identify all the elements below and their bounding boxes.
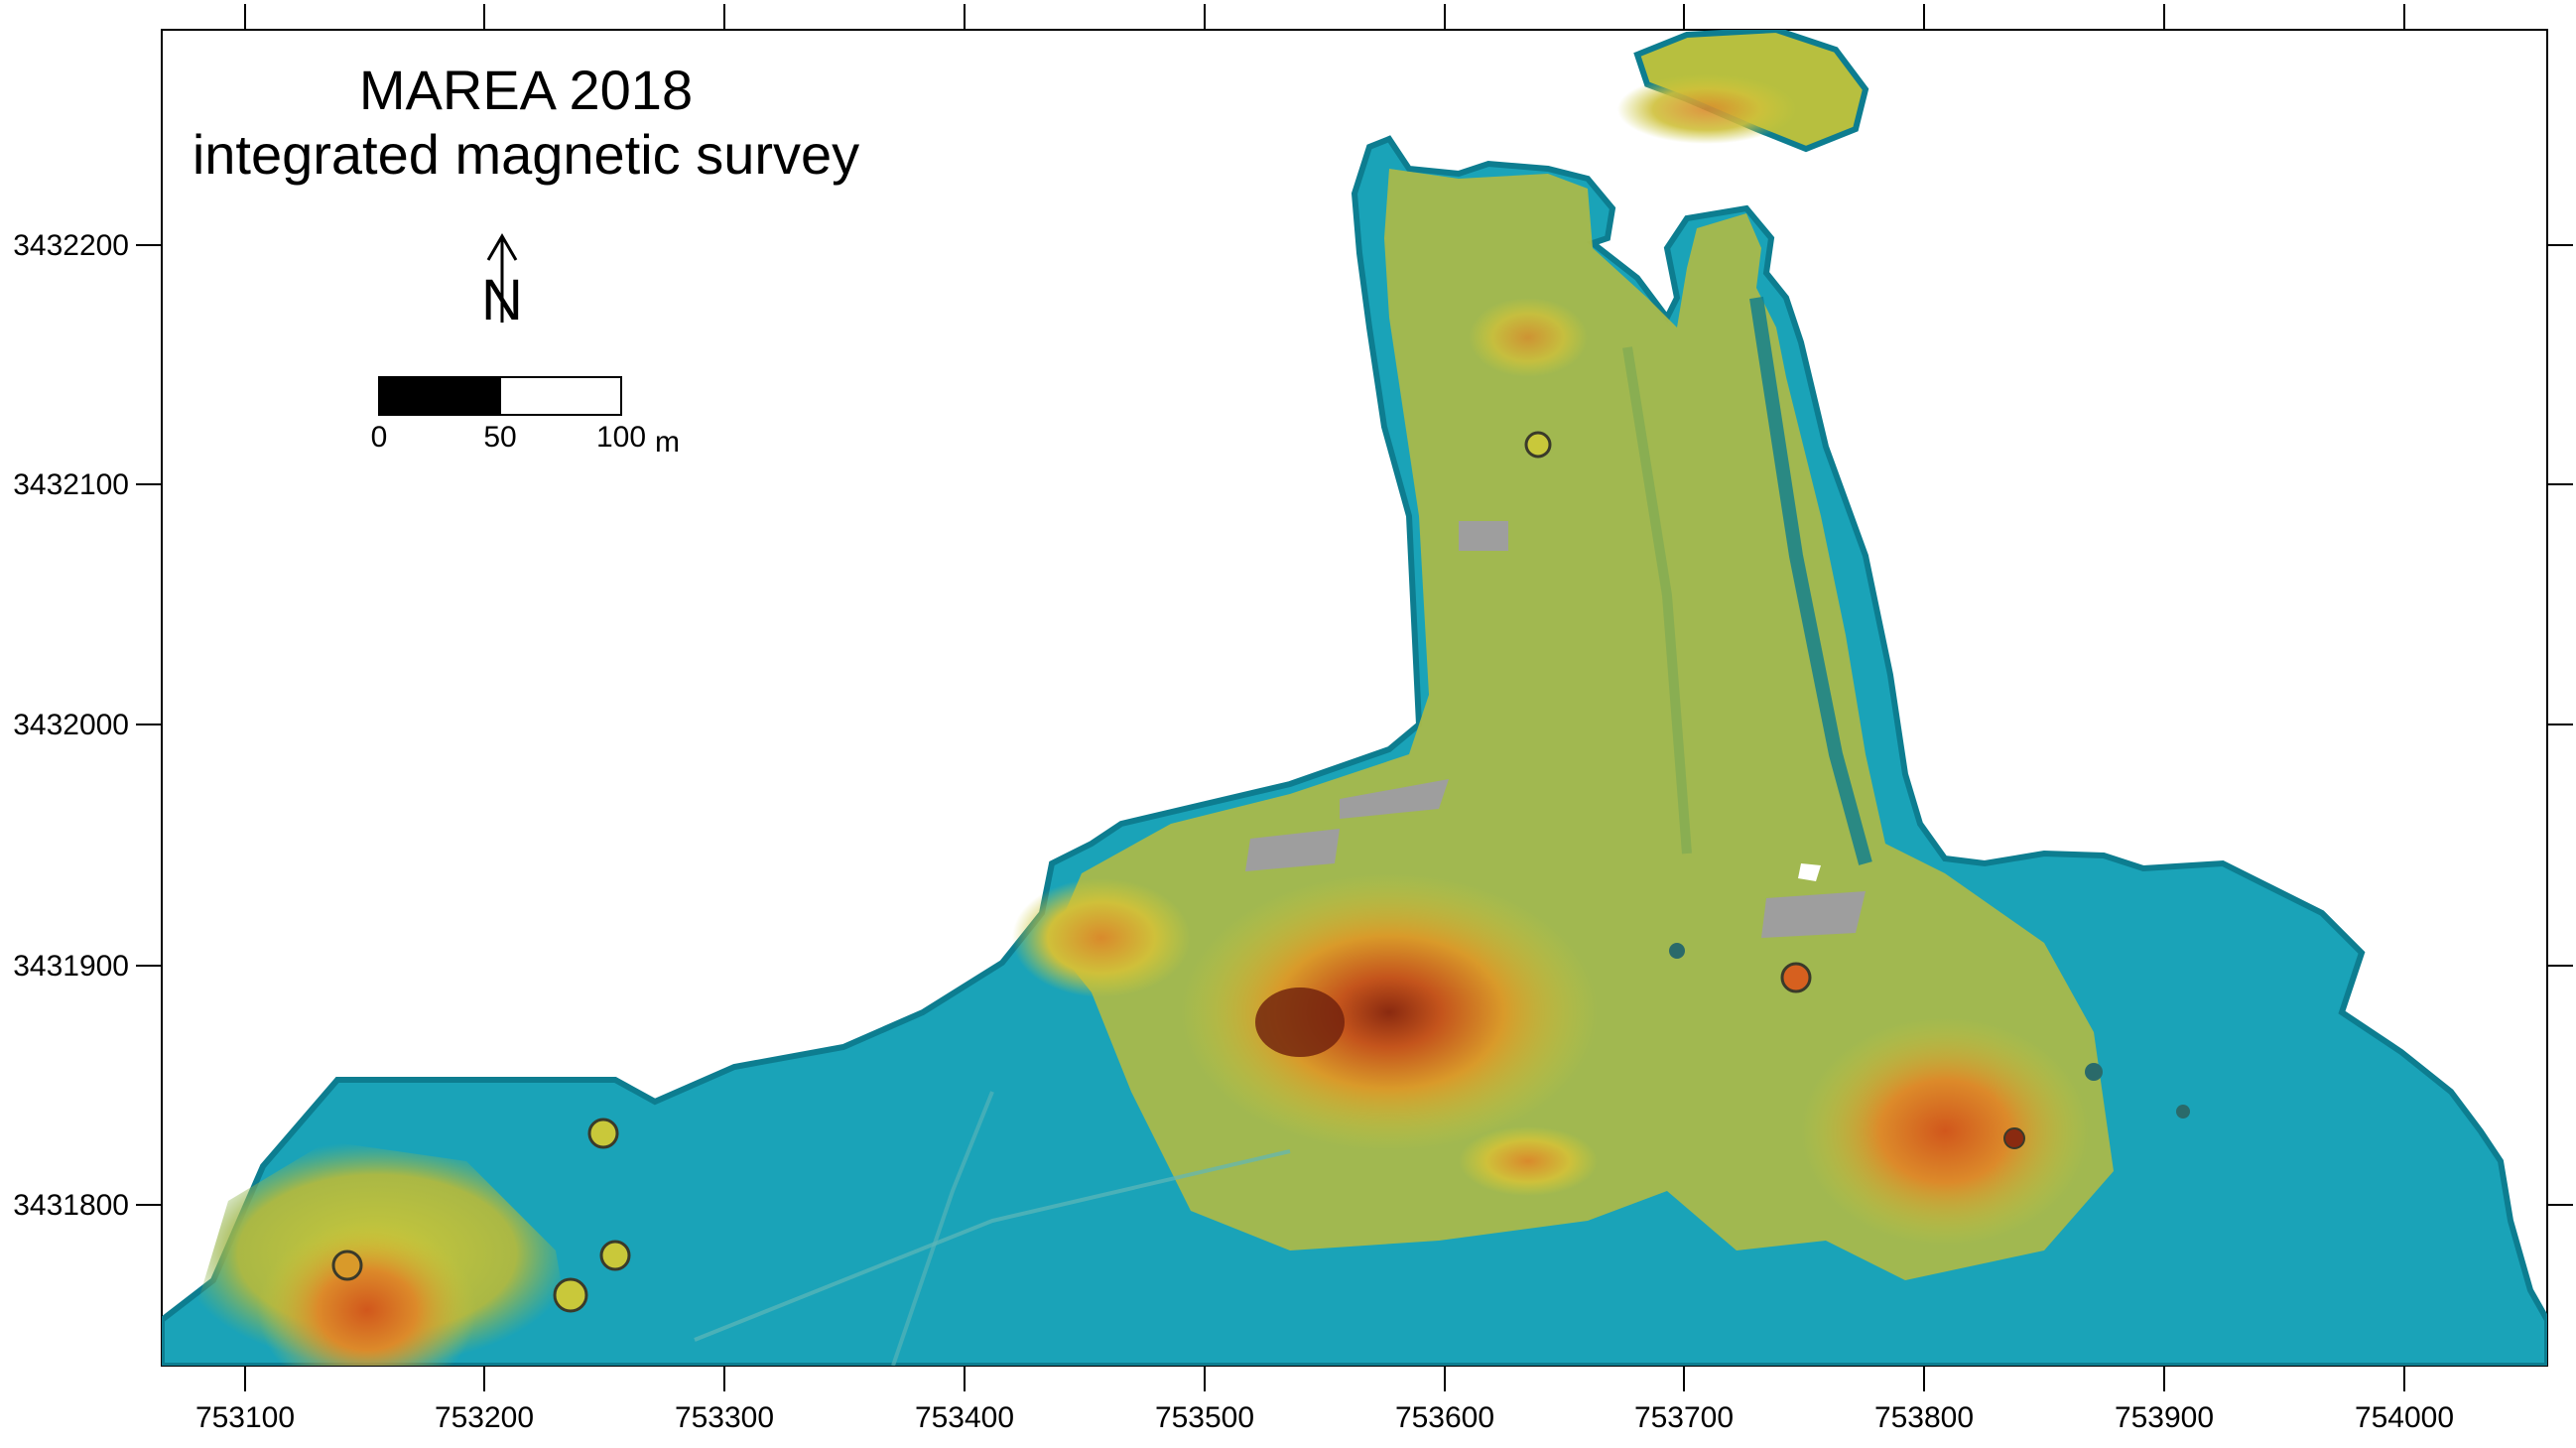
axis-ticks <box>136 4 2573 1391</box>
x-axis-labels: 753100 753200 753300 753400 753500 75360… <box>195 1401 2454 1434</box>
linear-feature-road-2 <box>891 1091 994 1366</box>
y-tick-label: 3431800 <box>13 1189 129 1222</box>
x-tick-label: 753900 <box>2115 1401 2214 1434</box>
x-tick-label: 753700 <box>1634 1401 1734 1434</box>
linear-feature-road <box>694 1149 1291 1342</box>
y-tick-label: 3432200 <box>13 229 129 262</box>
masked-area-4 <box>1761 891 1866 938</box>
scale-bar-segment-empty <box>499 376 622 416</box>
north-label: N <box>481 268 523 332</box>
x-tick-label: 753300 <box>675 1401 774 1434</box>
scale-bar-segment-filled <box>378 376 501 416</box>
scale-label-50: 50 <box>483 421 516 454</box>
y-tick-label: 3431900 <box>13 950 129 983</box>
anomaly-warm-south <box>1459 1126 1598 1196</box>
x-tick-label: 753600 <box>1395 1401 1494 1434</box>
anomaly-warm-island <box>1617 74 1796 144</box>
y-tick-label: 3432100 <box>13 468 129 501</box>
masked-area-5 <box>1798 863 1821 881</box>
y-tick-label: 3432000 <box>13 709 129 741</box>
x-tick-label: 753400 <box>915 1401 1014 1434</box>
y-axis-labels: 3432200 3432100 3432000 3431900 3431800 <box>13 229 129 1222</box>
scale-label-100: 100 <box>596 421 646 454</box>
x-tick-label: 753100 <box>195 1401 295 1434</box>
x-tick-label: 754000 <box>2355 1401 2454 1434</box>
masked-area-3 <box>1245 829 1340 871</box>
scale-bar: 0 50 100 m <box>371 376 680 459</box>
dipole-anomaly <box>1780 962 1812 993</box>
anomaly-peak-east <box>1801 1017 2089 1246</box>
x-tick-label: 753500 <box>1155 1401 1254 1434</box>
scale-unit: m <box>655 426 680 459</box>
dipole-anomaly <box>331 1250 363 1281</box>
dipole-anomaly <box>587 1118 619 1149</box>
x-tick-label: 753200 <box>435 1401 534 1434</box>
linear-feature-central-wall <box>1622 346 1692 855</box>
x-tick-label: 753800 <box>1874 1401 1974 1434</box>
masked-area-2 <box>1340 779 1449 819</box>
anomaly-core-central <box>1255 987 1345 1057</box>
anomaly-warm-north <box>1469 298 1588 377</box>
anomaly-peak-south-west <box>258 1221 476 1366</box>
dipole-anomaly <box>2176 1105 2190 1119</box>
anomaly-warm-west <box>1012 878 1191 997</box>
survey-raster <box>162 30 2547 1366</box>
dipole-anomaly <box>553 1277 588 1313</box>
dipole-anomaly <box>599 1240 631 1271</box>
anomaly-peak-central <box>1181 873 1598 1151</box>
dipole-anomaly <box>2003 1127 2025 1149</box>
dipole-anomaly <box>1524 431 1552 459</box>
scale-label-0: 0 <box>371 421 388 454</box>
masked-area-1 <box>1459 521 1508 551</box>
dipole-anomaly <box>2085 1063 2103 1081</box>
north-arrow-icon <box>486 233 518 323</box>
map-subtitle: integrated magnetic survey <box>193 123 859 186</box>
dipole-anomaly <box>1669 943 1685 959</box>
map-title: MAREA 2018 <box>359 59 693 121</box>
linear-feature-east-wall <box>1749 296 1872 865</box>
